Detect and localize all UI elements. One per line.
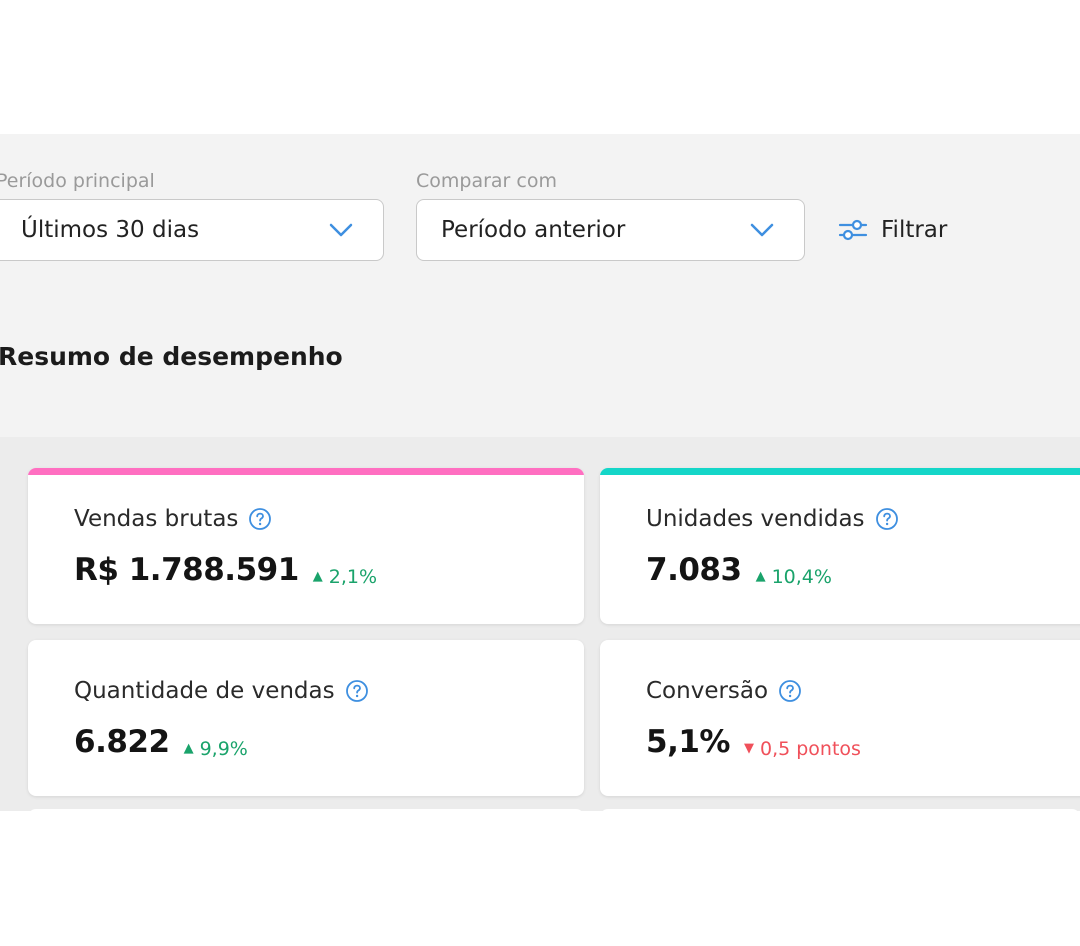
main-period-value: Últimos 30 dias	[21, 217, 200, 243]
trend-up-icon: ▲	[312, 569, 323, 584]
metric-change: ▼ 0,5 pontos	[744, 738, 861, 760]
metric-value: 5,1%	[646, 724, 730, 760]
filter-button-label: Filtrar	[881, 217, 948, 243]
help-icon[interactable]	[778, 679, 802, 703]
section-title: Resumo de desempenho	[0, 342, 343, 371]
sliders-icon	[838, 219, 868, 241]
chevron-down-icon	[329, 223, 353, 237]
trend-down-icon: ▼	[743, 741, 754, 756]
card-accent-bar	[600, 468, 1080, 475]
chevron-down-icon	[750, 223, 774, 237]
metric-change: ▲ 10,4%	[756, 566, 832, 588]
metric-change: ▲ 2,1%	[313, 566, 377, 588]
metric-change-value: 2,1%	[328, 565, 378, 588]
metric-card-partial	[28, 809, 584, 811]
metric-title: Quantidade de vendas	[74, 678, 335, 704]
trend-up-icon: ▲	[755, 569, 766, 584]
metric-change: ▲ 9,9%	[184, 738, 248, 760]
metric-card-gross-sales: Vendas brutas R$ 1.788.591 ▲ 2,1%	[28, 468, 584, 624]
dashboard-panel: Período principal Últimos 30 dias Compar…	[0, 134, 1080, 811]
trend-up-icon: ▲	[183, 741, 194, 756]
metric-card-partial	[600, 809, 1080, 811]
metric-change-value: 0,5 pontos	[759, 737, 861, 760]
metrics-area: Vendas brutas R$ 1.788.591 ▲ 2,1% Unidad…	[0, 437, 1080, 811]
compare-value: Período anterior	[441, 217, 626, 243]
metric-value: 6.822	[74, 724, 170, 760]
main-period-label: Período principal	[0, 170, 155, 192]
metric-card-units-sold: Unidades vendidas 7.083 ▲ 10,4%	[600, 468, 1080, 624]
compare-label: Comparar com	[416, 170, 557, 192]
metric-value: R$ 1.788.591	[74, 552, 299, 588]
metric-card-sales-count: Quantidade de vendas 6.822 ▲ 9,9%	[28, 640, 584, 796]
metric-title: Unidades vendidas	[646, 506, 865, 532]
metric-change-value: 10,4%	[771, 565, 832, 588]
main-period-select[interactable]: Últimos 30 dias	[0, 199, 384, 261]
filter-button[interactable]: Filtrar	[838, 212, 947, 248]
card-accent-bar	[28, 468, 584, 475]
metric-card-conversion: Conversão 5,1% ▼ 0,5 pontos	[600, 640, 1080, 796]
metric-title: Vendas brutas	[74, 506, 239, 532]
metric-title: Conversão	[646, 678, 769, 704]
help-icon[interactable]	[875, 507, 899, 531]
metric-change-value: 9,9%	[199, 737, 248, 760]
compare-select[interactable]: Período anterior	[416, 199, 805, 261]
help-icon[interactable]	[345, 679, 369, 703]
help-icon[interactable]	[248, 507, 272, 531]
metric-value: 7.083	[646, 552, 742, 588]
